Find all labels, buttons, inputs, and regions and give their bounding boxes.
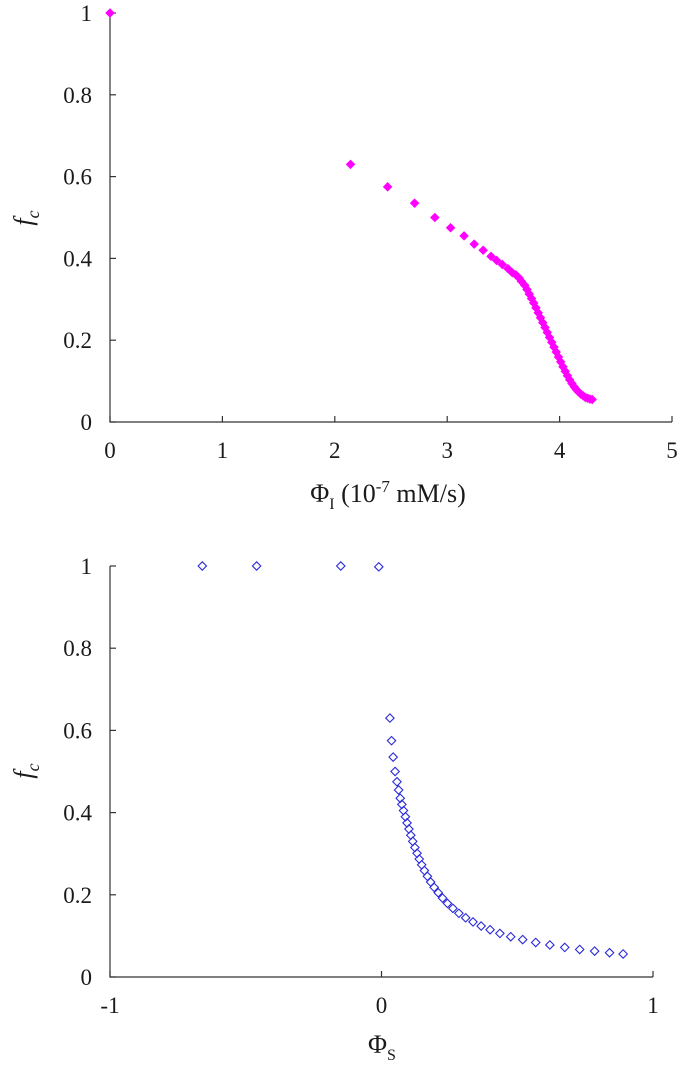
x-tick-label: 0 — [104, 438, 116, 463]
y-tick-label: 0 — [81, 965, 93, 990]
chart-phi-i-series — [105, 8, 597, 405]
data-point — [491, 255, 502, 266]
data-point — [386, 735, 397, 746]
y-tick-label: 1 — [81, 1, 93, 26]
data-point — [437, 893, 448, 904]
data-point — [388, 752, 399, 763]
data-point — [373, 561, 384, 572]
data-point — [447, 903, 458, 914]
chart-phi-s-xlabel: ΦS — [368, 1030, 396, 1064]
data-point — [574, 944, 585, 955]
x-tick-label: 0 — [376, 993, 388, 1018]
data-point — [390, 766, 401, 777]
data-point — [486, 251, 496, 262]
data-point — [604, 947, 615, 958]
y-tick-label: 0.4 — [63, 801, 92, 826]
data-point — [478, 245, 488, 255]
data-point — [335, 561, 346, 571]
data-point — [505, 931, 516, 942]
data-point — [429, 882, 440, 893]
data-point — [425, 877, 436, 888]
data-point — [409, 198, 420, 208]
data-point — [345, 159, 356, 170]
data-point — [460, 912, 471, 923]
data-point — [453, 908, 464, 919]
data-point — [468, 916, 478, 927]
data-point — [559, 942, 570, 953]
data-point — [382, 182, 393, 192]
data-point — [433, 887, 444, 898]
data-point — [430, 212, 440, 223]
data-point — [494, 928, 505, 939]
data-point — [589, 946, 600, 957]
data-point — [416, 859, 427, 870]
data-point — [587, 394, 597, 405]
y-tick-label: 0.2 — [63, 883, 92, 908]
y-tick-label: 0.2 — [63, 328, 92, 353]
data-point — [530, 937, 541, 948]
data-point — [497, 259, 508, 270]
y-tick-label: 0.6 — [63, 718, 92, 743]
chart-phi-s-axes — [109, 566, 653, 978]
x-tick-label: 2 — [329, 438, 341, 463]
data-point — [517, 934, 528, 945]
data-point — [485, 924, 496, 935]
data-point — [393, 785, 404, 795]
chart-phi-s-ylabel: fc — [9, 763, 43, 778]
chart-phi-i-axes — [109, 13, 672, 423]
x-tick-label: 3 — [441, 438, 453, 463]
x-tick-label: 4 — [554, 438, 566, 463]
data-point — [251, 561, 262, 571]
chart-phi-i-ticks: 0 0.2 0.4 0.6 0.8 1 0 1 2 3 4 5 — [63, 1, 678, 463]
data-point — [618, 949, 629, 959]
x-tick-label: -1 — [100, 993, 119, 1018]
data-point — [459, 231, 469, 241]
x-tick-label: 1 — [217, 438, 229, 463]
chart-phi-s-series — [197, 561, 629, 959]
data-point — [384, 713, 395, 724]
y-tick-label: 0.4 — [63, 246, 92, 271]
x-tick-label: 5 — [666, 438, 678, 463]
y-tick-label: 1 — [81, 554, 93, 579]
chart-phi-i: 0 0.2 0.4 0.6 0.8 1 0 1 2 3 4 5 fc ΦI (10-7 mM/s) — [9, 1, 678, 513]
y-tick-label: 0.8 — [63, 83, 92, 108]
chart-phi-i-xlabel: ΦI (10-7 mM/s) — [310, 477, 466, 513]
data-point — [105, 8, 115, 18]
x-tick-label: 1 — [647, 993, 659, 1018]
data-point — [197, 561, 208, 571]
data-point — [544, 939, 555, 950]
y-tick-label: 0.8 — [63, 636, 92, 661]
data-point — [419, 865, 430, 876]
data-point — [442, 898, 453, 909]
data-point — [469, 239, 479, 249]
y-tick-label: 0.6 — [63, 165, 92, 190]
data-point — [476, 921, 487, 932]
data-point — [391, 776, 402, 787]
chart-phi-s-ticks: 0 0.2 0.4 0.6 0.8 1 -1 0 1 — [63, 554, 659, 1018]
y-tick-label: 0 — [81, 410, 93, 435]
chart-phi-s: 0 0.2 0.4 0.6 0.8 1 -1 0 1 fc ΦS — [9, 554, 659, 1064]
data-point — [422, 871, 433, 882]
data-point — [445, 222, 456, 233]
chart-phi-i-ylabel: fc — [9, 210, 43, 225]
